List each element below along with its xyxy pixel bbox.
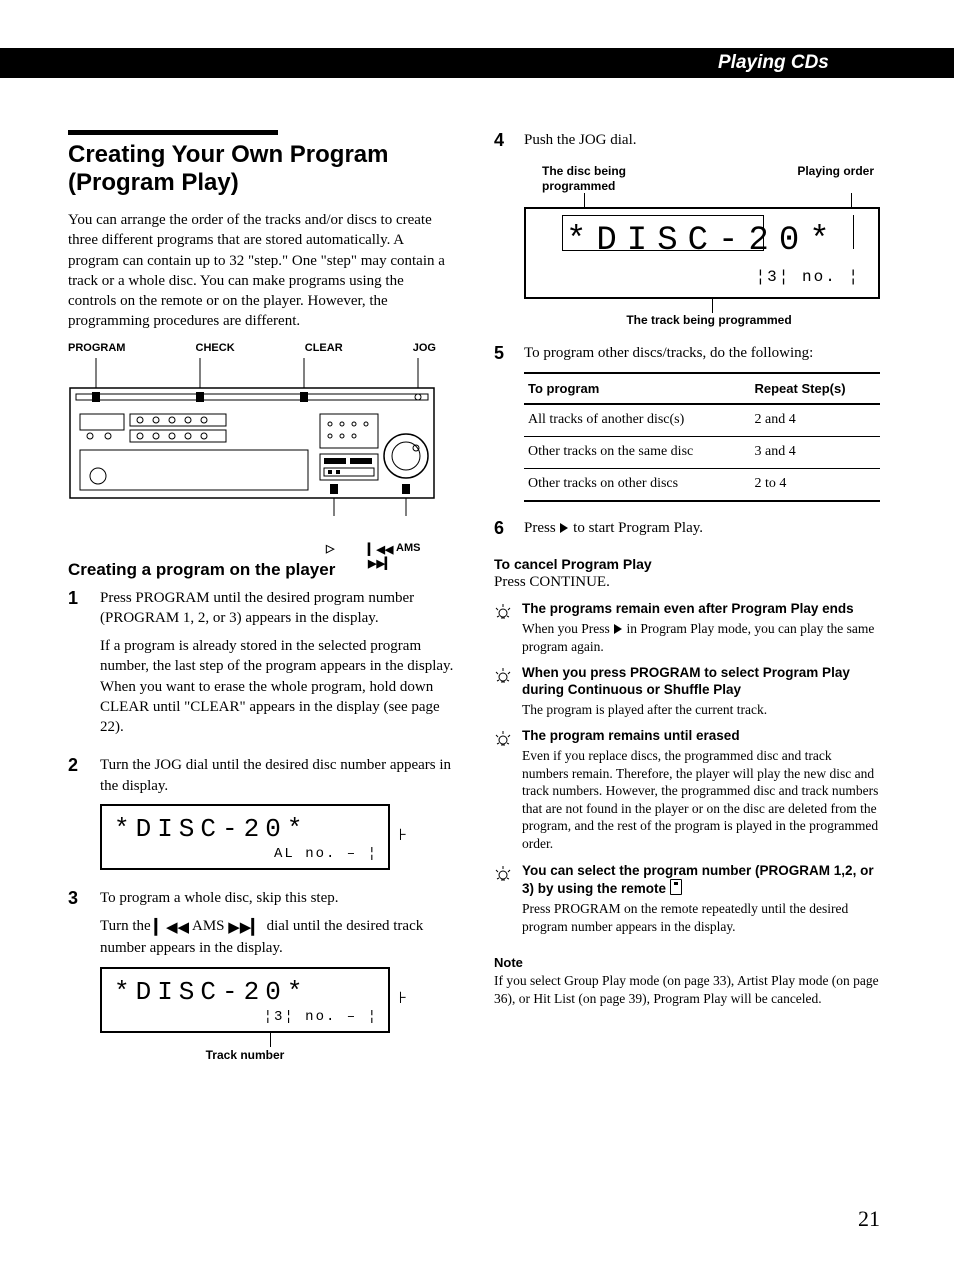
bulb-icon <box>494 601 512 655</box>
tip-1-title: The programs remain even after Program P… <box>522 601 880 618</box>
label-jog: JOG <box>413 342 436 354</box>
lcd-1-wrap: *DISC‑20* AL no. – ¦ ⊦ <box>100 804 454 870</box>
tip-2-title: When you press PROGRAM to select Program… <box>522 665 880 699</box>
bulb-icon <box>494 665 512 718</box>
tip-3: The program remains until erased Even if… <box>494 728 880 852</box>
lcd-big-block: The disc being programmed Playing order … <box>524 164 880 327</box>
lcd-2-sub: ¦3¦ no. – ¦ <box>264 1008 378 1027</box>
table-row: 2 and 4 <box>751 404 881 436</box>
annot-order: Playing order <box>797 164 874 193</box>
step-6-text: Press to start Program Play. <box>524 520 703 536</box>
tip-4-title: You can select the program number (PROGR… <box>522 863 880 899</box>
intro-paragraph: You can arrange the order of the tracks … <box>68 210 454 332</box>
label-check: CHECK <box>196 342 235 354</box>
section-rule <box>68 130 278 135</box>
table-row: All tracks of another disc(s) <box>524 404 751 436</box>
section-title: Creating Your Own Program (Program Play) <box>68 141 454 196</box>
step-3a: To program a whole disc, skip this step. <box>100 888 454 908</box>
lcd-1-right: ⊦ <box>399 826 410 848</box>
step-2: Turn the JOG dial until the desired disc… <box>68 755 454 870</box>
manual-page: Playing CDs Creating Your Own Program (P… <box>0 0 954 1274</box>
table-row: Other tracks on the same disc <box>524 437 751 469</box>
table-row: 2 to 4 <box>751 469 881 501</box>
step-5-num: 5 <box>494 341 504 365</box>
step-4-text: Push the JOG dial. <box>524 132 637 148</box>
tip-4-body: Press PROGRAM on the remote repeatedly u… <box>522 900 880 935</box>
table-row: Other tracks on other discs <box>524 469 751 501</box>
annot-disc: The disc being programmed <box>542 164 662 193</box>
right-column: 4 Push the JOG dial. The disc being prog… <box>494 130 880 1081</box>
lcd-big-sub: ¦3¦ no. ¦ <box>756 267 860 289</box>
label-play-icon: ▷ <box>326 542 334 555</box>
lcd-1: *DISC‑20* AL no. – ¦ ⊦ <box>100 804 390 870</box>
cancel-body: Press CONTINUE. <box>494 574 880 591</box>
player-top-labels: PROGRAM CHECK CLEAR JOG <box>68 342 436 354</box>
note-head: Note <box>494 955 880 970</box>
lcd-big-main: *DISC‑20* <box>566 219 840 265</box>
step-1: Press PROGRAM until the desired program … <box>68 588 454 738</box>
player-diagram: PROGRAM CHECK CLEAR JOG <box>68 342 436 542</box>
tip-2-body: The program is played after the current … <box>522 701 880 719</box>
tip-1: The programs remain even after Program P… <box>494 601 880 655</box>
bulb-icon <box>494 728 512 852</box>
cancel-head: To cancel Program Play <box>494 556 880 572</box>
header-section-label: Playing CDs <box>708 48 880 78</box>
left-column: Creating Your Own Program (Program Play)… <box>68 130 454 1081</box>
bulb-icon <box>494 863 512 936</box>
lcd-big: *DISC‑20* ¦3¦ no. ¦ <box>524 207 880 299</box>
step-1a: Press PROGRAM until the desired program … <box>100 588 454 629</box>
play-icon <box>560 523 568 533</box>
step-4: 4 Push the JOG dial. The disc being prog… <box>494 130 880 327</box>
lcd-1-main: *DISC‑20* <box>114 812 308 847</box>
program-table: To program Repeat Step(s) All tracks of … <box>524 372 880 502</box>
note-body: If you select Group Play mode (on page 3… <box>494 972 880 1007</box>
lcd-2-main: *DISC‑20* <box>114 975 308 1010</box>
th-toprogram: To program <box>524 373 751 405</box>
step-1b: If a program is already stored in the se… <box>100 636 454 737</box>
step-5: 5 To program other discs/tracks, do the … <box>494 343 880 501</box>
tip-1-body: When you Press in Program Play mode, you… <box>522 620 880 655</box>
lcd-1-sub: AL no. – ¦ <box>274 845 378 864</box>
annot-track: The track being programmed <box>584 313 834 327</box>
player-svg <box>68 358 436 518</box>
step-6-num: 6 <box>494 516 504 540</box>
remote-icon <box>670 879 682 895</box>
steps-list: Press PROGRAM until the desired program … <box>68 588 454 1063</box>
step-3: To program a whole disc, skip this step.… <box>68 888 454 1063</box>
label-clear: CLEAR <box>305 342 343 354</box>
header-bar: Playing CDs <box>0 48 954 78</box>
step-5-text: To program other discs/tracks, do the fo… <box>524 345 813 361</box>
label-program: PROGRAM <box>68 342 125 354</box>
tip-3-title: The program remains until erased <box>522 728 880 745</box>
lcd-2: *DISC‑20* ¦3¦ no. – ¦ ⊦ <box>100 967 390 1033</box>
lcd-2-wrap: *DISC‑20* ¦3¦ no. – ¦ ⊦ Track number <box>100 967 454 1063</box>
tip-3-body: Even if you replace discs, the programme… <box>522 747 880 852</box>
content-columns: Creating Your Own Program (Program Play)… <box>68 130 880 1081</box>
lcd-2-right: ⊦ <box>399 989 410 1011</box>
table-row: 3 and 4 <box>751 437 881 469</box>
step-6: 6 Press to start Program Play. <box>494 518 880 538</box>
label-ams: ▎◀◀ AMS ▶▶▎ <box>368 542 436 570</box>
tip-4: You can select the program number (PROGR… <box>494 863 880 936</box>
lcd-2-caption: Track number <box>100 1047 390 1063</box>
tip-2: When you press PROGRAM to select Program… <box>494 665 880 718</box>
page-number: 21 <box>858 1206 880 1232</box>
play-icon <box>614 624 622 634</box>
step-3b: Turn the ▎◀◀ AMS ▶▶▎ dial until the desi… <box>100 916 454 959</box>
step-4-num: 4 <box>494 128 504 152</box>
th-repeat: Repeat Step(s) <box>751 373 881 405</box>
step-2-text: Turn the JOG dial until the desired disc… <box>100 755 454 796</box>
